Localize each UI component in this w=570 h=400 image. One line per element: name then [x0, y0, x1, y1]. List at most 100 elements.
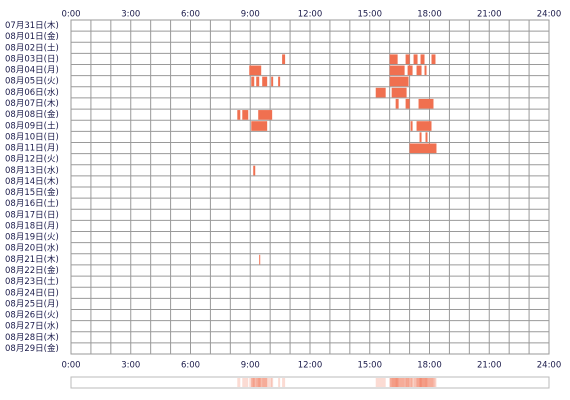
day-label: 08月09日(土): [5, 120, 59, 131]
day-label: 08月29日(金): [5, 343, 59, 354]
density-mark: [262, 378, 268, 387]
day-label: 08月06日(水): [5, 87, 59, 98]
activity-bar: [395, 98, 399, 109]
x-tick-label: 15:00: [358, 361, 383, 371]
density-mark: [375, 378, 386, 387]
density-mark: [251, 378, 255, 387]
x-tick-label: 9:00: [241, 10, 260, 20]
density-mark: [242, 378, 249, 387]
activity-bar: [278, 76, 281, 87]
density-mark: [407, 378, 413, 387]
x-tick-label: 12:00: [298, 361, 323, 371]
x-tick-label: 21:00: [477, 10, 502, 20]
activity-bar: [242, 110, 249, 120]
activity-bar: [282, 54, 286, 65]
day-label: 08月21日(木): [5, 254, 59, 265]
activity-bar: [389, 76, 409, 87]
density-mark: [251, 378, 268, 387]
activity-bar: [410, 121, 413, 131]
x-tick-label: 24:00: [537, 10, 562, 20]
density-mark: [282, 378, 286, 387]
day-label: 08月16日(土): [5, 198, 59, 209]
x-tick-label: 6:00: [181, 361, 200, 371]
day-label: 08月23日(土): [5, 276, 59, 287]
x-tick-label: 6:00: [181, 10, 200, 20]
day-label: 08月18日(月): [5, 221, 59, 231]
day-label: 08月01日(金): [5, 31, 59, 42]
activity-bar: [409, 143, 437, 154]
activity-bar: [420, 54, 425, 65]
day-label: 08月13日(水): [5, 165, 59, 176]
x-tick-label: 21:00: [477, 361, 502, 371]
x-tick-label: 9:00: [241, 361, 260, 371]
day-label: 08月10日(日): [5, 132, 59, 142]
density-mark: [418, 378, 434, 387]
density-mark: [391, 378, 407, 387]
activity-bar: [262, 76, 268, 87]
density-mark: [258, 378, 273, 387]
activity-bar: [424, 65, 427, 76]
density-mark: [420, 378, 425, 387]
activity-bar: [407, 65, 413, 76]
activity-bar: [251, 121, 268, 131]
activity-bar: [259, 254, 261, 265]
density-mark: [389, 378, 409, 387]
activity-bar: [416, 65, 422, 76]
x-tick-label: 0:00: [61, 361, 80, 371]
day-label: 08月03日(日): [5, 54, 59, 64]
activity-bar: [258, 110, 273, 120]
day-label: 08月11日(月): [5, 144, 59, 154]
density-mark: [256, 378, 260, 387]
day-label: 08月02日(土): [5, 42, 59, 53]
activity-bar: [418, 98, 434, 109]
activity-bar: [405, 54, 410, 65]
day-label: 08月22日(金): [5, 265, 59, 276]
activity-bar: [416, 121, 432, 131]
day-label: 08月24日(日): [5, 288, 59, 298]
density-mark: [271, 378, 274, 387]
density-mark: [416, 378, 432, 387]
density-mark: [424, 378, 427, 387]
activity-bar: [249, 65, 262, 76]
x-tick-label: 3:00: [121, 10, 140, 20]
activity-bar: [419, 132, 422, 142]
density-mark: [278, 378, 281, 387]
day-label: 08月15日(金): [5, 187, 59, 198]
x-tick-label: 18:00: [417, 361, 442, 371]
density-mark: [405, 378, 410, 387]
x-tick-label: 24:00: [537, 361, 562, 371]
density-strip: [70, 376, 550, 389]
density-mark: [416, 378, 422, 387]
density-mark: [425, 378, 428, 387]
day-label: 08月04日(月): [5, 66, 59, 76]
density-mark: [419, 378, 422, 387]
density-mark: [431, 378, 436, 387]
density-mark: [389, 378, 398, 387]
day-label: 08月08日(金): [5, 109, 59, 120]
activity-bar: [413, 54, 418, 65]
x-tick-label: 12:00: [298, 10, 323, 20]
day-label: 08月12日(火): [5, 155, 59, 165]
activity-bar: [375, 87, 386, 98]
density-mark: [413, 378, 418, 387]
day-label: 08月14日(木): [5, 176, 59, 187]
density-mark: [405, 378, 410, 387]
day-label: 08月26日(火): [5, 311, 59, 321]
day-label: 08月25日(月): [5, 299, 59, 309]
density-mark: [395, 378, 399, 387]
activity-bar: [251, 76, 255, 87]
day-label: 08月17日(日): [5, 210, 59, 220]
density-mark: [237, 378, 241, 387]
activity-bar: [256, 76, 260, 87]
x-tick-label: 3:00: [121, 361, 140, 371]
day-label: 08月05日(火): [5, 77, 59, 87]
density-mark: [410, 378, 413, 387]
day-label: 08月07日(木): [5, 98, 59, 109]
density-mark: [409, 378, 437, 387]
activity-bar: [405, 98, 410, 109]
day-label: 07月31日(木): [5, 20, 59, 31]
activity-bar: [425, 132, 428, 142]
day-label: 08月20日(水): [5, 243, 59, 254]
